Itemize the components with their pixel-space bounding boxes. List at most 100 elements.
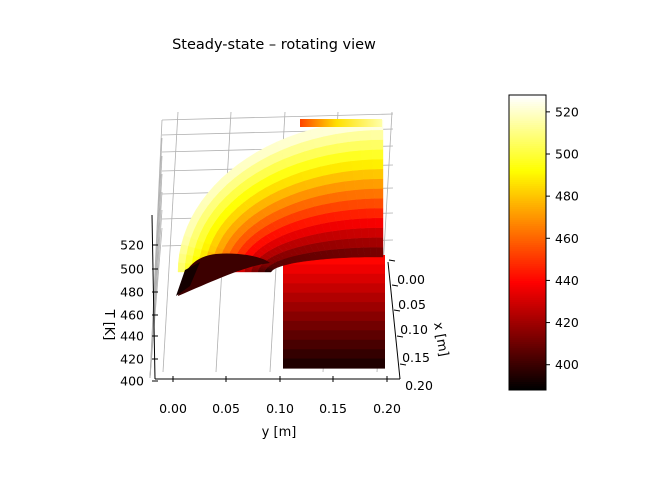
surface-patch: [371, 139, 384, 150]
y-tick-labels: 0.00 0.05 0.10 0.15 0.20: [159, 376, 401, 416]
colorbar-cell: [509, 189, 546, 193]
colorbar-cell: [509, 231, 546, 235]
axes-3d: 400 420 440 460 480 500 520 T [K] 0.00 0.05 0.10…: [101, 111, 451, 440]
surface-patch: [347, 130, 361, 142]
surface-patch: [368, 237, 377, 248]
colorbar-cell: [509, 349, 546, 353]
colorbar-tick-label: 500: [555, 147, 579, 162]
colorbar-cell: [509, 269, 546, 273]
surface-patch: [369, 246, 378, 258]
surface-patch: [338, 151, 352, 163]
z-tick-label: 520: [120, 238, 144, 253]
x-tick-label: 0.05: [398, 297, 426, 312]
colorbar-cell: [509, 284, 546, 288]
colorbar-cell: [509, 162, 546, 166]
colorbar-cell: [509, 227, 546, 231]
colorbar-cell: [509, 297, 546, 300]
z-tick-label: 480: [120, 285, 144, 300]
surface-band: [283, 358, 385, 369]
surface-patch: [357, 208, 368, 219]
y-axis: 0.00 0.05 0.10 0.15 0.20 y [m]: [159, 376, 401, 440]
colorbar-cell: [509, 345, 546, 349]
colorbar-cell: [509, 356, 546, 359]
surface-band: [283, 320, 385, 331]
colorbar-cell: [509, 290, 546, 294]
chart-title: Steady-state – rotating view: [172, 37, 376, 53]
surface-patch: [351, 159, 364, 171]
surface-patch: [348, 140, 362, 152]
colorbar-cell: [509, 105, 546, 109]
colorbar-cell: [509, 238, 546, 241]
colorbar-cell: [509, 358, 546, 361]
surface-patch: [359, 139, 373, 151]
colorbar-cell: [509, 177, 546, 180]
surface-patch: [363, 178, 375, 190]
x-tick: [391, 284, 399, 287]
colorbar-cell: [509, 135, 546, 138]
colorbar-tick-labels: 400 420 440 460 480 500 520: [546, 104, 579, 372]
colorbar-cell: [509, 250, 546, 254]
surface-patch: [367, 227, 377, 238]
colorbar-cell: [509, 288, 546, 292]
colorbar-cell: [509, 109, 546, 113]
colorbar-cell: [509, 265, 546, 269]
colorbar-cell: [509, 242, 546, 246]
y-tick-label: 0.05: [212, 401, 240, 416]
colorbar-cell: [509, 331, 546, 334]
colorbar-cell: [509, 362, 546, 366]
surface-patch: [359, 217, 369, 229]
colorbar-cell: [509, 368, 546, 372]
colorbar-cell: [509, 328, 546, 332]
surface-patch: [177, 262, 186, 273]
colorbar-cell: [509, 213, 546, 216]
colorbar-cell: [509, 322, 546, 326]
colorbar-cell: [509, 309, 546, 313]
colorbar-tick-label: 520: [555, 104, 579, 119]
colorbar-cell: [509, 198, 546, 201]
colorbar-cell: [509, 333, 546, 336]
surface-patch: [375, 237, 384, 248]
colorbar-cell: [509, 375, 546, 378]
surface-patch: [365, 198, 375, 209]
surface-band: [283, 349, 385, 360]
x-tick: [399, 363, 407, 366]
colorbar-cell: [509, 122, 546, 125]
colorbar-cell: [509, 126, 546, 130]
colorbar-cell: [509, 120, 546, 123]
z-axis: 400 420 440 460 480 500 520 T [K]: [101, 238, 158, 389]
colorbar-cell: [509, 257, 546, 260]
colorbar-cell: [509, 326, 546, 330]
colorbar-cell: [509, 217, 546, 220]
colorbar-cell: [509, 132, 546, 136]
colorbar-cell: [509, 185, 546, 189]
surface-patch: [364, 188, 375, 199]
colorbar-cell: [509, 267, 546, 271]
colorbar-cell: [509, 312, 546, 315]
colorbar-cell: [509, 246, 546, 250]
colorbar-cell: [509, 314, 546, 317]
colorbar-cell: [509, 293, 546, 296]
colorbar-cell: [509, 181, 546, 184]
colorbar-tick-label: 420: [555, 315, 579, 330]
colorbar-cell: [509, 113, 546, 117]
colorbar-cell: [509, 141, 546, 144]
surface-patch: [337, 141, 351, 154]
colorbar-cell: [509, 286, 546, 290]
colorbar-cell: [509, 107, 546, 111]
colorbar-cell: [509, 147, 546, 151]
x-tick: [393, 309, 401, 312]
colorbar-tick-label: 480: [555, 189, 579, 204]
colorbar-cell: [509, 229, 546, 233]
x-tick-labels: 0.00 0.05 0.10 0.15 0.20: [388, 259, 433, 393]
surface-band: [283, 273, 385, 284]
colorbar-cell: [509, 156, 546, 159]
surface-patch: [250, 268, 259, 273]
colorbar-cell: [509, 261, 546, 265]
surface-patch: [342, 170, 355, 182]
colorbar-cell: [509, 280, 546, 284]
colorbar-cell: [509, 215, 546, 218]
colorbar-cell: [509, 263, 546, 267]
colorbar-cell: [509, 352, 546, 355]
colorbar-cell: [509, 366, 546, 370]
colorbar-cell: [509, 103, 546, 107]
